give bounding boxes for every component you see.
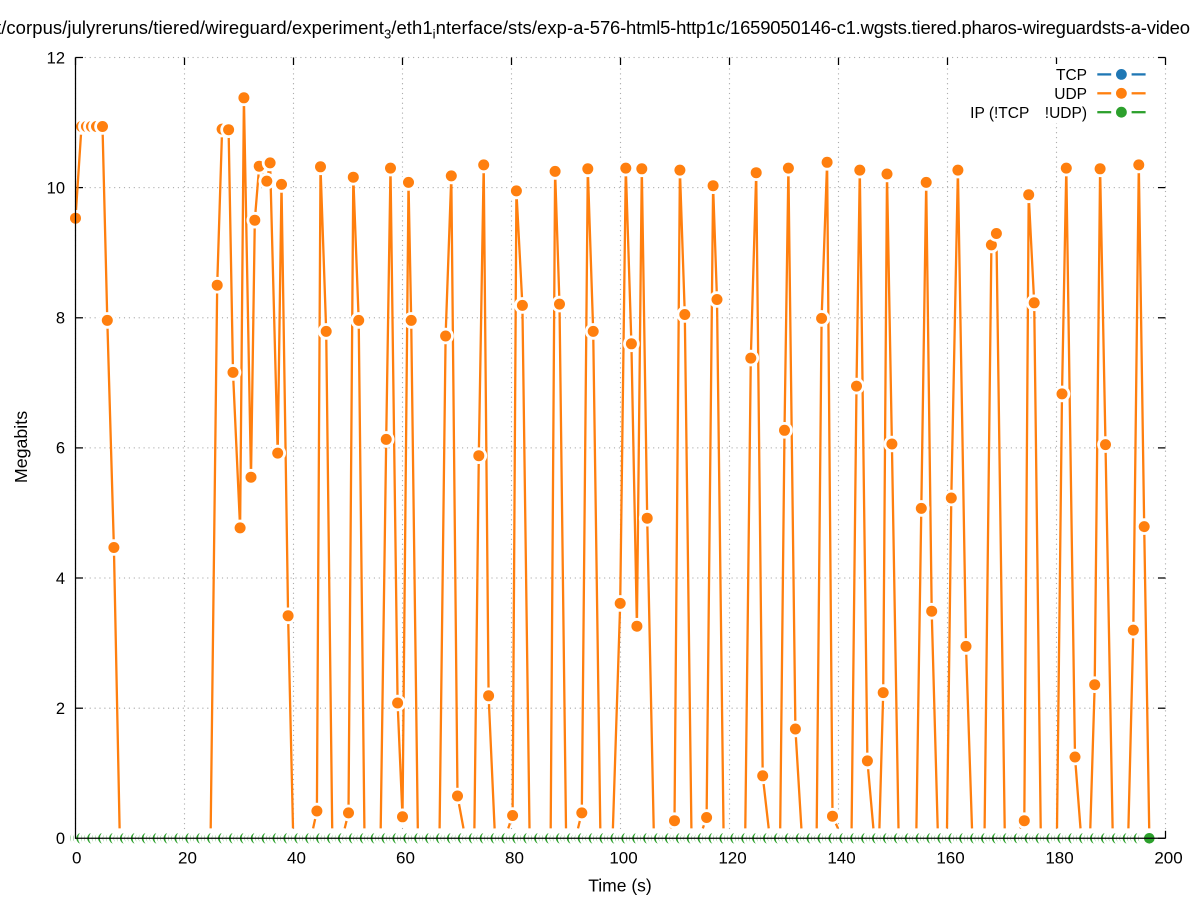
svg-text:IP (!TCP !UDP): IP (!TCP !UDP) <box>970 105 1087 122</box>
svg-text:6: 6 <box>56 440 65 458</box>
svg-text:200: 200 <box>1154 849 1182 868</box>
svg-text:2: 2 <box>56 700 65 718</box>
svg-text:160: 160 <box>936 849 964 868</box>
svg-text:Megabits: Megabits <box>11 411 31 483</box>
svg-text:8: 8 <box>56 310 65 328</box>
svg-text:40: 40 <box>287 849 306 868</box>
svg-text:10: 10 <box>47 179 65 197</box>
svg-text:80: 80 <box>505 849 524 868</box>
svg-text:100: 100 <box>609 849 637 868</box>
svg-text:UDP: UDP <box>1054 86 1087 103</box>
svg-text:76-html5-http1c/1659050146-c1.: 76-html5-http1c/1659050146-c1.wgsts.tier… <box>600 17 1190 38</box>
svg-text:Time (s): Time (s) <box>588 876 652 896</box>
svg-text:0: 0 <box>72 849 81 868</box>
svg-text:4: 4 <box>56 570 65 588</box>
svg-text:120: 120 <box>718 849 746 868</box>
svg-text:0: 0 <box>56 830 65 848</box>
svg-text:180: 180 <box>1045 849 1073 868</box>
svg-text:60: 60 <box>396 849 415 868</box>
svg-text:20: 20 <box>178 849 197 868</box>
svg-text:12: 12 <box>47 49 65 67</box>
svg-text:140: 140 <box>827 849 855 868</box>
svg-text:t/corpus/julyreruns/tiered/wir: t/corpus/julyreruns/tiered/wireguard/exp… <box>0 17 600 42</box>
svg-text:TCP: TCP <box>1056 67 1087 84</box>
